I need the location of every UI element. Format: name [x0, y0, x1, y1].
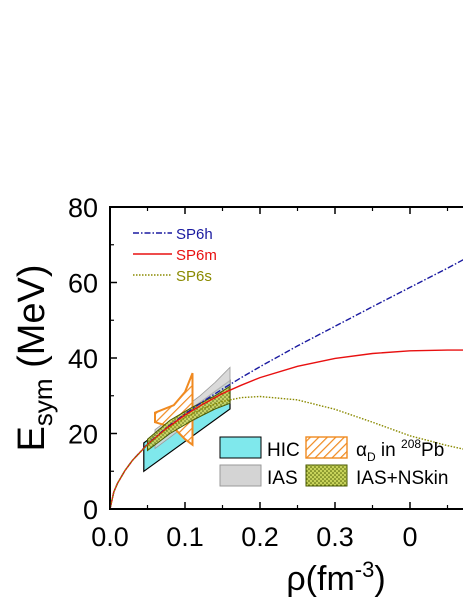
legend-label-alpha: αD in 208Pb [356, 437, 444, 464]
legend-label-ias: IAS [267, 468, 298, 489]
legend-swatch-ias-nskin [305, 464, 348, 487]
band-alpha-d [154, 372, 194, 447]
y-tick-label: 0 [83, 495, 98, 525]
series-line-sp6s [110, 395, 463, 509]
series-layer [110, 259, 463, 509]
bands-layer [143, 366, 231, 473]
legend-label-ias-nskin: IAS+NSkin [356, 468, 448, 489]
ticks-layer: 0.0 0.1 0.2 0.3 0 0 20 40 60 80 [68, 193, 449, 552]
legend-swatch-hic [219, 436, 262, 459]
x-tick-label: 0.3 [316, 522, 354, 552]
y-tick-label: 60 [68, 269, 98, 299]
legend-lines: SP6h SP6m SP6s [133, 226, 217, 285]
legend-label-hic: HIC [267, 440, 300, 461]
x-tick-label: 0.0 [91, 522, 129, 552]
x-tick-label: 0.1 [166, 522, 204, 552]
legend-bands: HIC αD in 208Pb IAS IAS+NSkin [219, 436, 448, 489]
plot-area [109, 206, 463, 510]
y-tick-label: 20 [68, 420, 98, 450]
y-tick-label: 80 [68, 193, 98, 223]
legend-swatch-alpha [305, 436, 348, 459]
legend-label-sp6h: SP6h [176, 226, 213, 243]
y-tick-label: 40 [68, 344, 98, 374]
x-tick-label: 0 [402, 522, 417, 552]
legend-label-sp6s: SP6s [176, 268, 212, 285]
y-axis-label: Esym (MeV) [11, 264, 58, 451]
legend-swatch-ias [219, 464, 262, 487]
legend-label-sp6m: SP6m [176, 247, 217, 264]
band-ias-nskin [147, 385, 231, 452]
x-axis-label: ρ(fm-3) [286, 557, 385, 598]
x-tick-label: 0.2 [241, 522, 279, 552]
